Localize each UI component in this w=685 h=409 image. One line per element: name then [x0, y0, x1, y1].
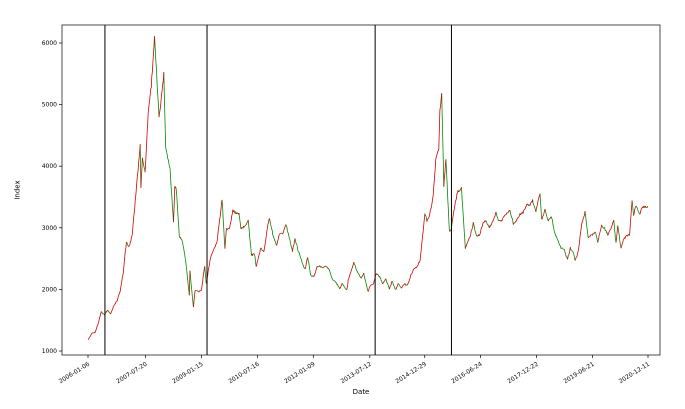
- x-tick-label: 2006-01-06: [58, 361, 91, 386]
- y-tick-label: 5000: [42, 102, 57, 109]
- x-tick-label: 2014-12-29: [395, 361, 428, 386]
- x-tick-label: 2010-07-16: [227, 361, 260, 386]
- y-tick-label: 6000: [42, 40, 57, 47]
- y-tick-label: 3000: [42, 225, 57, 232]
- price-line-up-segments: [87, 36, 648, 340]
- x-tick-label: 2017-12-22: [506, 361, 539, 386]
- x-tick-label: 2009-01-15: [171, 361, 204, 386]
- x-axis-title: Date: [352, 388, 370, 396]
- x-tick-label: 2013-07-12: [340, 361, 373, 386]
- price-line-down-segments: [93, 36, 648, 334]
- x-tick-label: 2019-06-21: [562, 361, 595, 386]
- y-tick-label: 4000: [42, 163, 57, 170]
- x-tick-label: 2012-01-09: [283, 361, 316, 386]
- y-axis-title: Index: [13, 180, 22, 200]
- y-tick-label: 1000: [42, 348, 57, 355]
- plot-border: [61, 24, 661, 356]
- x-tick-label: 2016-06-24: [450, 361, 483, 386]
- x-tick-label: 2007-07-20: [115, 361, 148, 386]
- x-tick-label: 2020-12-11: [618, 361, 651, 386]
- y-tick-label: 2000: [42, 286, 57, 293]
